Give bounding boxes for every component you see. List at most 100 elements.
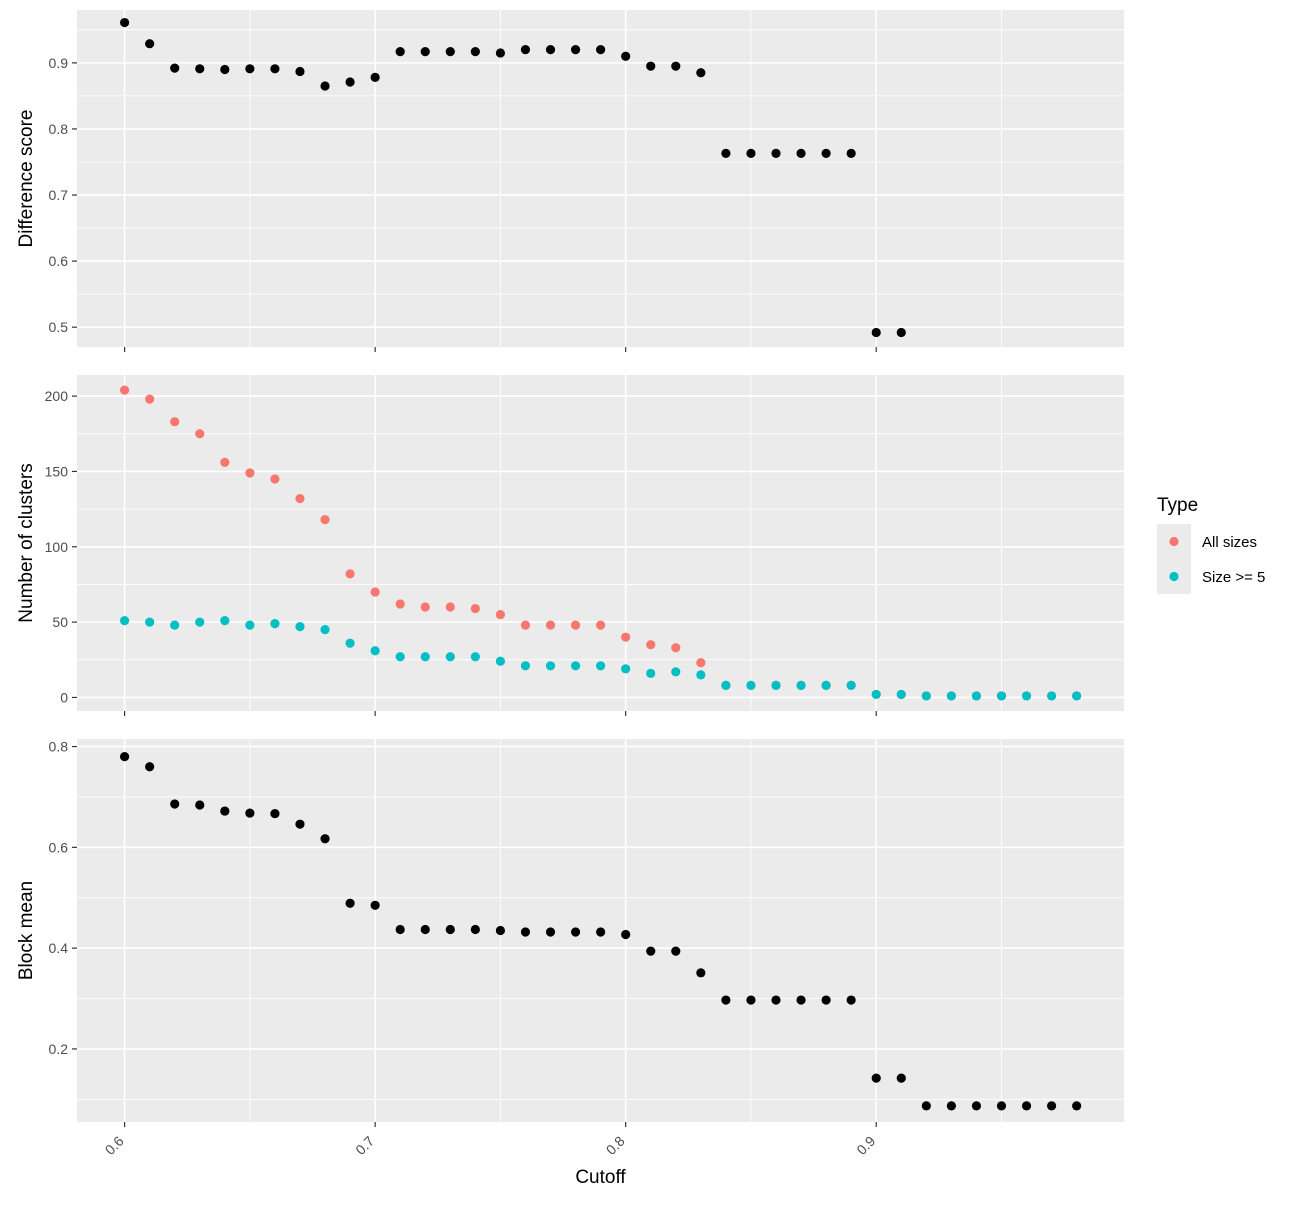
- data-point: [946, 1101, 956, 1111]
- data-point: [646, 668, 656, 678]
- data-point: [1072, 1101, 1082, 1111]
- data-point: [145, 394, 155, 404]
- x-tick-label: 0.9: [853, 1133, 878, 1158]
- data-point: [270, 474, 280, 484]
- data-point: [470, 47, 480, 57]
- data-point: [370, 72, 380, 82]
- data-point: [370, 646, 380, 656]
- data-point: [195, 429, 205, 439]
- data-point: [470, 603, 480, 614]
- x-tick-label: 0.7: [352, 1133, 377, 1158]
- data-point: [220, 615, 230, 626]
- data-point: [395, 652, 405, 662]
- data-point: [495, 925, 506, 936]
- series-2-points: [120, 615, 1082, 701]
- data-point: [170, 63, 180, 73]
- data-point: [871, 1073, 881, 1083]
- data-point: [971, 691, 982, 701]
- data-point: [796, 995, 806, 1005]
- data-point: [696, 658, 706, 668]
- y-tick-label: 150: [45, 463, 69, 479]
- data-point: [821, 680, 831, 690]
- data-point: [696, 68, 706, 78]
- data-point: [896, 689, 906, 700]
- y-tick-label: 0.6: [49, 839, 69, 855]
- series-1-points: [120, 17, 906, 338]
- data-point: [520, 927, 531, 937]
- data-point: [671, 643, 681, 653]
- data-point: [621, 632, 631, 642]
- data-point: [570, 45, 581, 55]
- y-axis-title: Number of clusters: [16, 463, 37, 622]
- data-point: [170, 620, 180, 630]
- data-point: [420, 924, 430, 935]
- legend-title: Type: [1157, 495, 1198, 516]
- data-point: [370, 587, 380, 597]
- data-point: [145, 617, 155, 627]
- data-point: [545, 620, 556, 630]
- data-point: [295, 622, 305, 632]
- data-point: [796, 680, 806, 690]
- data-point: [445, 652, 455, 662]
- data-point: [596, 661, 606, 671]
- data-point: [120, 752, 130, 762]
- data-point: [420, 602, 430, 612]
- data-point: [696, 670, 706, 680]
- data-point: [270, 619, 280, 629]
- panel-1: 0.5 0.6 0.7 0.8 0.9 Difference score: [16, 10, 1124, 352]
- y-tick-label: 200: [45, 388, 69, 404]
- data-point: [295, 66, 305, 77]
- data-point: [320, 515, 330, 525]
- y-tick-label: 0: [60, 689, 68, 705]
- data-point: [646, 946, 656, 956]
- panel-background: [77, 375, 1124, 711]
- data-point: [570, 661, 581, 671]
- data-point: [646, 61, 656, 71]
- data-point: [1021, 1101, 1032, 1111]
- y-tick-label: 0.5: [49, 319, 69, 335]
- data-point: [320, 81, 330, 91]
- data-point: [245, 620, 255, 630]
- data-point: [545, 45, 556, 55]
- data-point: [495, 609, 506, 620]
- data-point: [445, 602, 455, 612]
- legend-label: Size >= 5: [1202, 569, 1265, 586]
- data-point: [295, 819, 305, 829]
- y-tick-label: 0.6: [49, 253, 69, 269]
- data-point: [395, 599, 405, 609]
- data-point: [621, 929, 631, 940]
- data-point: [721, 680, 731, 690]
- data-point: [345, 898, 355, 908]
- panel-2: 0 50 100 150 200 Number of clusters Type All si…: [16, 375, 1265, 716]
- y-axis-title: Block mean: [16, 881, 37, 980]
- data-point: [1046, 1101, 1057, 1111]
- data-point: [245, 468, 255, 478]
- data-point: [420, 652, 430, 662]
- legend-key-point: [1169, 536, 1179, 547]
- data-point: [946, 691, 956, 701]
- data-point: [520, 45, 531, 55]
- data-point: [671, 946, 681, 956]
- data-point: [570, 927, 581, 937]
- data-point: [671, 667, 681, 677]
- data-point: [470, 652, 480, 662]
- legend-label: All sizes: [1202, 534, 1257, 551]
- data-point: [821, 995, 831, 1005]
- data-point: [846, 680, 856, 690]
- data-point: [1072, 691, 1082, 701]
- data-point: [370, 900, 380, 910]
- data-point: [345, 77, 355, 87]
- data-point: [596, 620, 606, 630]
- data-point: [120, 385, 130, 395]
- data-point: [320, 625, 330, 635]
- data-point: [345, 638, 355, 648]
- data-point: [495, 656, 506, 666]
- series-1-points: [120, 752, 1082, 1111]
- data-point: [746, 148, 756, 158]
- data-point: [646, 640, 656, 650]
- y-tick-label: 0.8: [49, 739, 69, 755]
- data-point: [420, 47, 430, 57]
- data-point: [1021, 691, 1032, 701]
- data-point: [245, 808, 255, 818]
